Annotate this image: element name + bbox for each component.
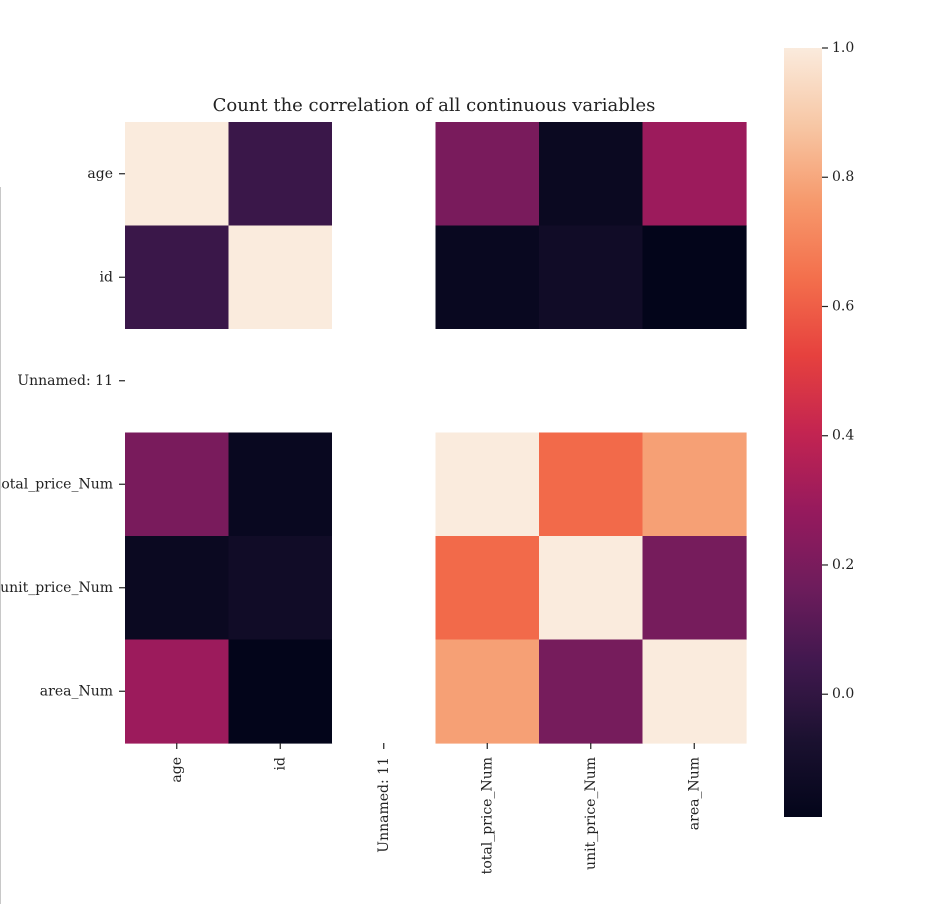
cell-unit-price-num-age: [125, 536, 230, 641]
cell-unnamed-11-id: [228, 329, 333, 434]
cell-unit-price-num-unnamed-11: [332, 536, 437, 641]
cell-id-age: [125, 225, 230, 330]
cell-total-price-num-area-num: [642, 432, 747, 537]
cell-age-age: [125, 122, 230, 227]
cell-id-area-num: [642, 225, 747, 330]
colorbar-tick-label: 0.2: [832, 557, 854, 573]
cell-unnamed-11-unnamed-11: [332, 329, 437, 434]
panel-edge-divider: [0, 187, 1, 904]
row-label: Unnamed: 11: [17, 373, 113, 389]
cell-unit-price-num-total-price-num: [435, 536, 540, 641]
row-label: total_price_Num: [0, 476, 113, 492]
cell-id-id: [228, 225, 333, 330]
cell-unit-price-num-area-num: [642, 536, 747, 641]
cell-age-id: [228, 122, 333, 227]
colorbar: 1.0 0.8 0.6 0.4 0.2 0.0: [784, 40, 854, 817]
cell-total-price-num-unit-price-num: [539, 432, 644, 537]
cell-age-area-num: [642, 122, 747, 227]
cell-age-unit-price-num: [539, 122, 644, 227]
cell-area-num-age: [125, 639, 230, 744]
cell-age-unnamed-11: [332, 122, 437, 227]
row-label: unit_price_Num: [0, 580, 113, 596]
column-label: area_Num: [686, 757, 702, 830]
column-label: total_price_Num: [479, 757, 495, 874]
cell-unnamed-11-area-num: [642, 329, 747, 434]
cell-total-price-num-age: [125, 432, 230, 537]
cell-area-num-unnamed-11: [332, 639, 437, 744]
cell-area-num-id: [228, 639, 333, 744]
column-labels: age id Unnamed: 11 total_price_Num unit_pric…: [169, 743, 702, 874]
colorbar-tick-label: 0.8: [832, 169, 854, 185]
cell-total-price-num-total-price-num: [435, 432, 540, 537]
colorbar-gradient: [784, 48, 822, 817]
colorbar-tick-label: 0.4: [832, 428, 854, 444]
cell-age-total-price-num: [435, 122, 540, 227]
colorbar-tick-label: 1.0: [832, 40, 854, 56]
heatmap-cells: [125, 122, 747, 744]
row-label: id: [100, 269, 113, 285]
cell-area-num-unit-price-num: [539, 639, 644, 744]
column-label: age: [169, 757, 185, 783]
cell-unit-price-num-id: [228, 536, 333, 641]
cell-total-price-num-unnamed-11: [332, 432, 437, 537]
cell-unit-price-num-unit-price-num: [539, 536, 644, 641]
cell-id-unnamed-11: [332, 225, 437, 330]
row-labels: age id Unnamed: 11 total_price_Num unit_pric…: [0, 166, 125, 699]
row-label: area_Num: [40, 683, 113, 699]
cell-unnamed-11-unit-price-num: [539, 329, 644, 434]
cell-unnamed-11-age: [125, 329, 230, 434]
column-label: id: [272, 757, 288, 770]
cell-area-num-total-price-num: [435, 639, 540, 744]
chart-title: Count the correlation of all continuous …: [213, 95, 656, 116]
column-label: unit_price_Num: [583, 757, 599, 870]
row-label: age: [87, 166, 113, 182]
cell-unnamed-11-total-price-num: [435, 329, 540, 434]
cell-total-price-num-id: [228, 432, 333, 537]
column-label: Unnamed: 11: [376, 757, 392, 853]
colorbar-tick-label: 0.0: [832, 686, 854, 702]
cell-id-unit-price-num: [539, 225, 644, 330]
colorbar-tick-label: 0.6: [832, 298, 854, 314]
cell-area-num-area-num: [642, 639, 747, 744]
cell-id-total-price-num: [435, 225, 540, 330]
